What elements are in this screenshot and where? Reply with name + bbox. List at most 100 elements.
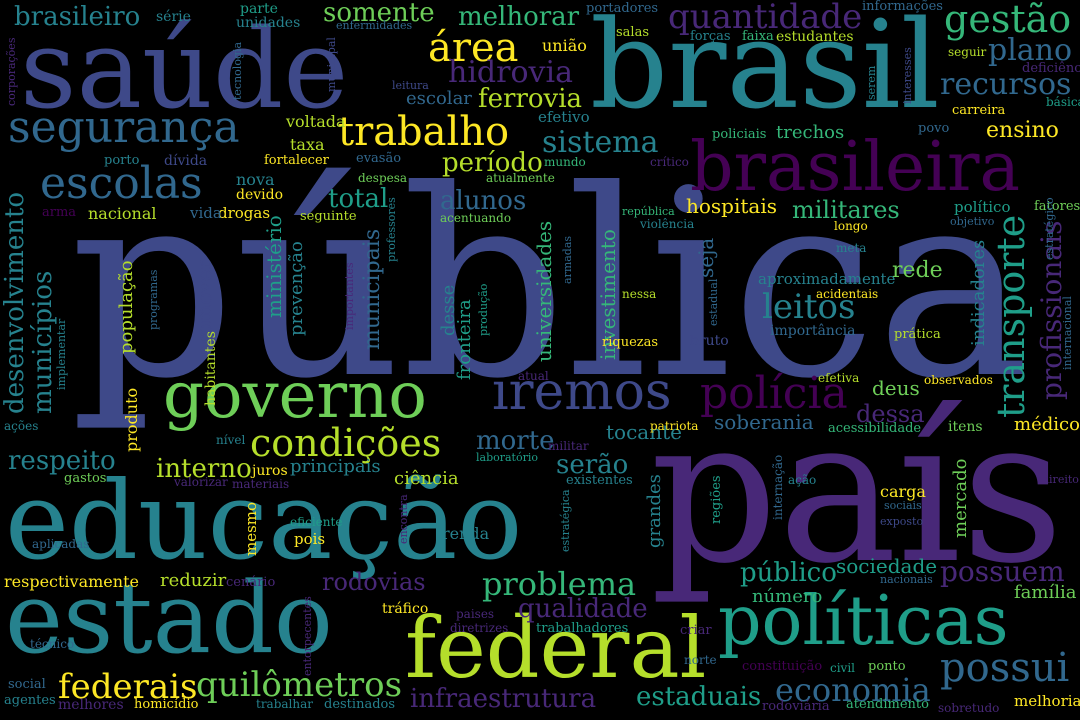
- word-existentes: existentes: [566, 473, 633, 488]
- word-municipais: municipais: [360, 228, 385, 350]
- word-hidrovia: hidrovia: [448, 55, 573, 90]
- word-interno: interno: [156, 454, 252, 484]
- word-seguranca: segurança: [8, 102, 240, 153]
- word-habitantes: habitantes: [203, 331, 219, 406]
- word-rede: rede: [892, 258, 943, 283]
- word-taxa: taxa: [290, 135, 325, 154]
- word-meta: meta: [836, 241, 867, 255]
- word-educacao: educação: [5, 459, 523, 584]
- word-brasileiro: brasileiro: [14, 2, 141, 32]
- word-estudantes: estudantes: [776, 29, 854, 45]
- word-despesa: despesa: [358, 171, 408, 185]
- word-direito: direito: [1042, 473, 1079, 486]
- word-riquezas: riquezas: [602, 335, 659, 350]
- word-valorizar: valorizar: [174, 475, 228, 489]
- word-infraestrutura: infraestrutura: [410, 684, 597, 714]
- word-critico: crítico: [650, 155, 689, 169]
- word-trabalhadores: trabalhadores: [536, 621, 629, 636]
- word-republica: república: [622, 205, 675, 218]
- word-indicadores: indicadores: [968, 239, 989, 346]
- word-escolas: escolas: [40, 158, 203, 209]
- word-escolar: escolar: [406, 88, 472, 109]
- word-respectivamente: respectivamente: [4, 572, 139, 591]
- word-acidentais: acidentais: [816, 287, 879, 301]
- word-quilometros: quilômetros: [196, 665, 403, 705]
- word-gastos: gastos: [64, 471, 107, 486]
- word-alunos: alunos: [440, 186, 527, 216]
- word-diretrizes: diretrizes: [450, 621, 509, 635]
- word-encontra: encontra: [397, 494, 410, 544]
- word-desse: desse: [438, 284, 459, 336]
- word-materiais: materiais: [232, 477, 290, 491]
- word-divida: dívida: [164, 153, 208, 169]
- word-ferrovia: ferrovia: [478, 84, 583, 114]
- word-periodo: período: [442, 148, 543, 178]
- word-iremos: iremos: [492, 362, 672, 422]
- word-exposto: exposto: [880, 515, 924, 528]
- word-acao: ação: [788, 473, 817, 487]
- word-nova: nova: [236, 170, 275, 189]
- word-numero: número: [752, 586, 823, 607]
- word-quantidade: quantidade: [668, 0, 863, 37]
- word-sistema: sistema: [542, 125, 659, 160]
- word-violencia: violência: [640, 217, 695, 231]
- word-fortalecer: fortalecer: [264, 153, 329, 168]
- word-pais: país: [650, 375, 1064, 608]
- word-arma: arma: [42, 205, 77, 220]
- word-qualidade: qualidade: [518, 594, 648, 624]
- word-acoes: ações: [4, 419, 39, 433]
- word-possuem: possuem: [940, 555, 1065, 588]
- word-enfermidades: enfermidades: [336, 19, 413, 32]
- word-importancia: importância: [770, 323, 856, 339]
- word-publica: pública: [70, 135, 1030, 435]
- word-plano: plano: [988, 33, 1073, 68]
- word-professores: professores: [385, 197, 398, 262]
- word-federais: federais: [58, 667, 198, 707]
- word-porto: porto: [104, 153, 140, 168]
- word-portadores: portadores: [586, 1, 659, 16]
- word-possui: possui: [940, 645, 1070, 691]
- word-politico: político: [954, 198, 1011, 216]
- word-municipios: municípios: [28, 270, 58, 414]
- word-interesses: interesses: [901, 47, 914, 104]
- word-carga: carga: [880, 482, 926, 501]
- word-parte: parte: [240, 1, 278, 17]
- word-voltada: voltada: [286, 112, 346, 131]
- word-somente: somente: [323, 0, 435, 28]
- word-dessa: dessa: [856, 400, 925, 428]
- word-pratica: prática: [894, 327, 941, 342]
- word-implementar: implementar: [55, 318, 68, 390]
- word-constituicao: constituição: [742, 659, 823, 674]
- word-reduzir: reduzir: [160, 570, 227, 591]
- word-hospitais: hospitais: [686, 194, 778, 218]
- word-norte: norte: [684, 653, 717, 667]
- word-objetivo: objetivo: [950, 215, 995, 228]
- word-problema: problema: [482, 565, 637, 603]
- word-regioes: regiões: [709, 475, 724, 524]
- word-brasileira: brasileira: [690, 128, 1021, 207]
- word-devido: devido: [236, 187, 284, 203]
- word-melhores: melhores: [58, 697, 124, 713]
- word-produto: produto: [122, 387, 141, 452]
- word-ciencia: ciência: [394, 468, 459, 489]
- word-agentes: agentes: [4, 693, 56, 708]
- word-leitos: leitos: [762, 287, 856, 327]
- word-mundo: mundo: [544, 155, 586, 169]
- word-economia: economia: [775, 671, 931, 709]
- word-sociedade: sociedade: [836, 554, 938, 578]
- word-soberania: soberania: [714, 410, 814, 434]
- word-prevencao: prevenção: [286, 241, 307, 336]
- word-militares: militares: [792, 196, 900, 224]
- word-municipal: municipal: [325, 37, 338, 92]
- word-internacional: internacional: [1061, 296, 1074, 370]
- word-familia: família: [1014, 582, 1077, 603]
- word-universidades: universidades: [532, 220, 556, 362]
- word-gestao: gestão: [944, 0, 1072, 41]
- word-tecnico: técnico: [30, 637, 75, 651]
- word-mesmo: mesmo: [242, 501, 260, 556]
- word-acentuando: acentuando: [440, 211, 512, 225]
- word-ministerio: ministério: [262, 215, 286, 318]
- word-grandes: grandes: [644, 474, 665, 548]
- word-itens: itens: [948, 419, 983, 435]
